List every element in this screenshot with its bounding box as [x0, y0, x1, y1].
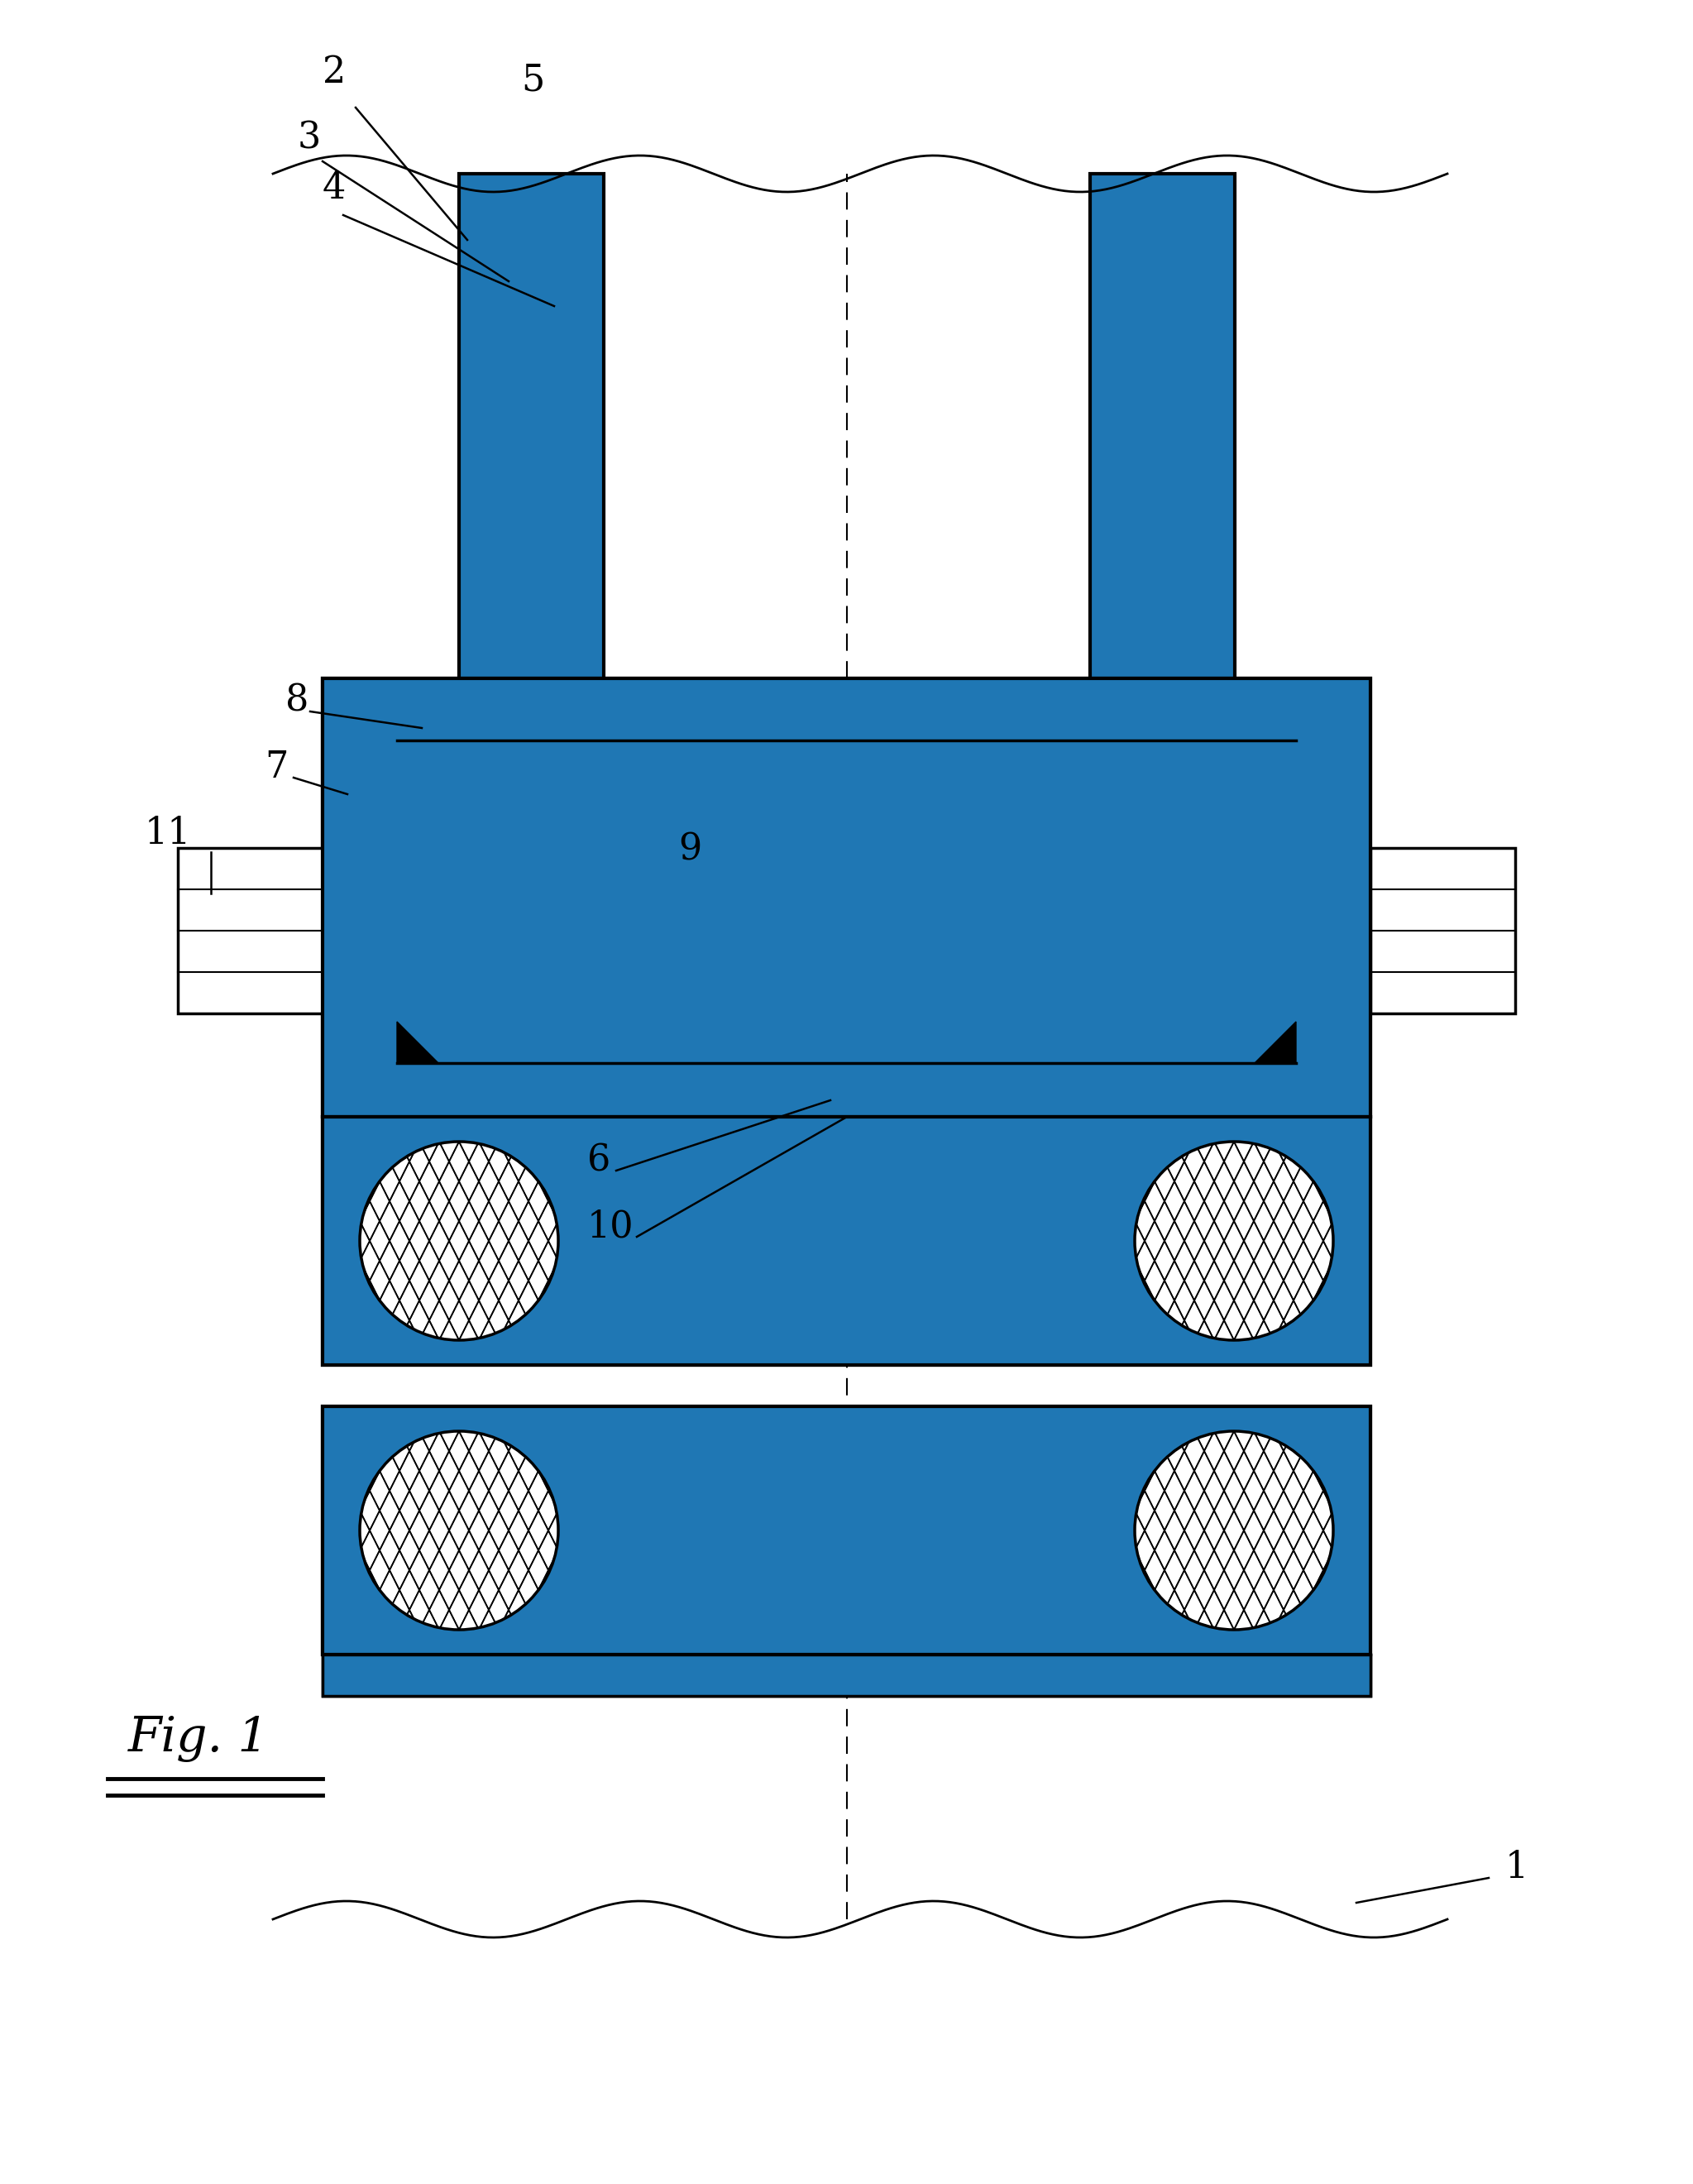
Text: 1: 1: [1505, 1850, 1529, 1885]
Bar: [459, 175, 604, 679]
Text: 2: 2: [323, 55, 345, 90]
Polygon shape: [396, 1022, 438, 1064]
Bar: [396, 740, 505, 1064]
Bar: [323, 679, 1370, 740]
Bar: [323, 1655, 1370, 1697]
Bar: [323, 1064, 1370, 1116]
Text: 5: 5: [521, 63, 545, 98]
Bar: [505, 175, 559, 679]
Bar: [323, 1655, 1370, 1697]
Circle shape: [361, 1142, 559, 1341]
Bar: [178, 847, 323, 1013]
Bar: [505, 740, 1188, 1064]
Text: 10: 10: [587, 1208, 635, 1245]
Circle shape: [1134, 1142, 1332, 1341]
Circle shape: [361, 1431, 559, 1629]
Text: 3: 3: [298, 120, 322, 157]
Bar: [323, 1116, 1370, 1365]
Bar: [1370, 847, 1515, 1013]
Bar: [1090, 175, 1234, 679]
Bar: [323, 1406, 1370, 1655]
Bar: [323, 1406, 376, 1655]
Bar: [505, 740, 1188, 1064]
Polygon shape: [1255, 1022, 1297, 1064]
Bar: [1317, 1406, 1370, 1655]
Text: Fig. 1: Fig. 1: [129, 1714, 269, 1762]
Bar: [323, 679, 396, 1116]
Bar: [1188, 740, 1297, 1064]
Bar: [1136, 175, 1188, 679]
Bar: [323, 1406, 1370, 1655]
Text: 8: 8: [286, 684, 308, 719]
Text: 7: 7: [264, 749, 288, 784]
Bar: [376, 1116, 1317, 1365]
Bar: [376, 1406, 1317, 1655]
Bar: [323, 679, 1370, 1116]
Bar: [1317, 1116, 1370, 1365]
Bar: [323, 1116, 1370, 1365]
Bar: [323, 1655, 1370, 1697]
Text: 11: 11: [144, 815, 191, 852]
Bar: [1136, 175, 1188, 679]
Bar: [459, 175, 505, 679]
Bar: [559, 175, 604, 679]
Circle shape: [1134, 1431, 1332, 1629]
Text: 4: 4: [323, 170, 345, 205]
Bar: [323, 1116, 376, 1365]
Text: 6: 6: [587, 1142, 611, 1177]
Bar: [1297, 679, 1370, 1116]
Bar: [505, 175, 559, 679]
Text: 9: 9: [679, 832, 701, 867]
Bar: [323, 679, 1370, 1116]
Bar: [1090, 175, 1136, 679]
Bar: [1188, 175, 1234, 679]
